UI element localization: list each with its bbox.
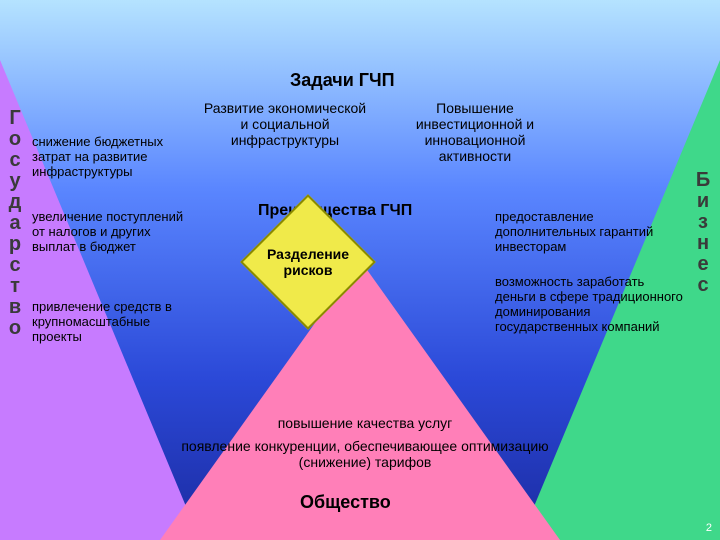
heading-tasks: Задачи ГЧП [290, 70, 395, 91]
side-label-state: Государство [6, 108, 24, 339]
society-item-0: повышение качества услуг [200, 415, 530, 431]
state-item-2: привлечение средств в крупномасштабные п… [32, 300, 187, 345]
state-item-0: снижение бюджетных затрат на развитие ин… [32, 135, 187, 180]
society-item-1: появление конкуренции, обеспечивающее оп… [170, 438, 560, 470]
business-item-0: предоставление дополнительных гарантий и… [495, 210, 675, 255]
tasks-left: Развитие экономической и социальной инфр… [200, 100, 370, 148]
heading-society: Общество [300, 492, 391, 513]
slide-stage: Задачи ГЧП Преимущества ГЧП Общество Гос… [0, 0, 720, 540]
heading-advantages: Преимущества ГЧП [258, 202, 412, 220]
page-number: 2 [706, 522, 712, 534]
state-item-1: увеличение поступлений от налогов и друг… [32, 210, 187, 255]
tasks-right: Повышение инвестиционной и инновационной… [390, 100, 560, 164]
side-label-business: Бизнес [694, 170, 712, 296]
business-item-1: возможность заработать деньги в сфере тр… [495, 275, 685, 335]
diamond-label: Разделение рисков [262, 246, 354, 278]
